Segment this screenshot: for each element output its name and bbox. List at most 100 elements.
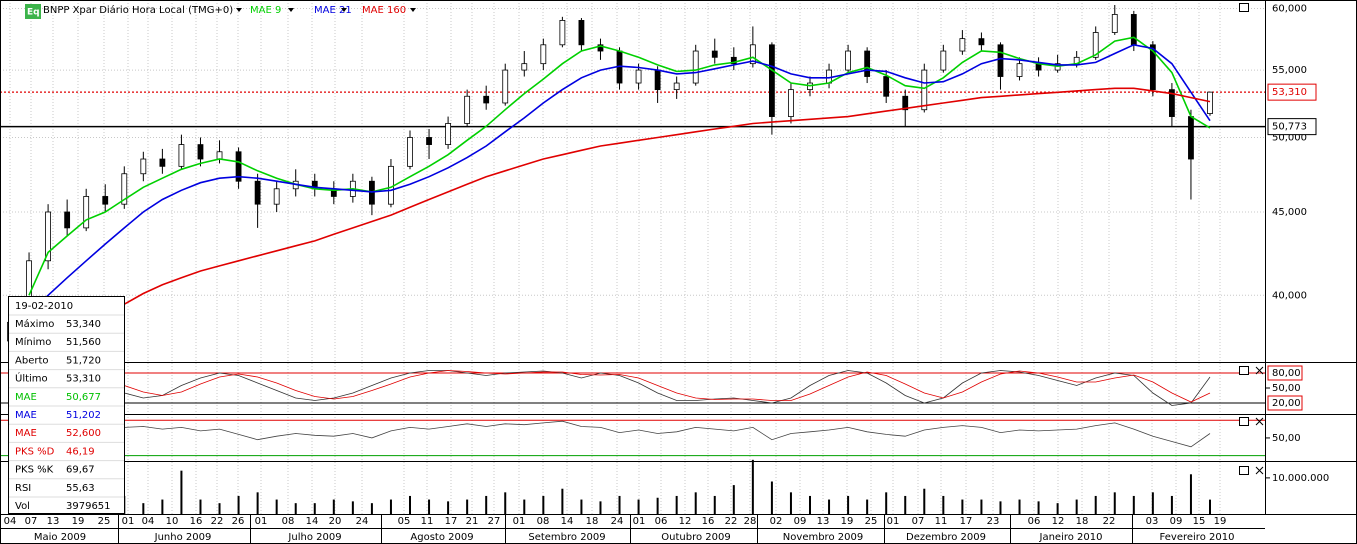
- x-tick-label: 26: [232, 516, 245, 527]
- candle-body: [407, 137, 413, 167]
- info-date: 19-02-2010: [15, 301, 73, 312]
- candle-body: [826, 69, 832, 84]
- chart-title: BNPP Xpar Diário Hora Local (TMG+0): [43, 4, 233, 16]
- y-tick-label: 50,000: [1272, 132, 1307, 143]
- month-label: Junho 2009: [154, 532, 212, 543]
- volume-bar: [180, 470, 183, 514]
- info-value: 51,202: [66, 410, 101, 421]
- legend-entry: MAE 21: [314, 5, 352, 16]
- candle-body: [997, 44, 1004, 77]
- volume-bar: [885, 492, 888, 514]
- volume-bar: [1209, 499, 1211, 514]
- volume-bar: [866, 499, 869, 514]
- x-tick-label: 22: [211, 516, 224, 527]
- volume-bar: [294, 503, 297, 514]
- x-tick-label: 04: [4, 516, 17, 527]
- x-tick-label: 14: [561, 516, 574, 527]
- volume-bar: [770, 481, 773, 514]
- volume-bar: [142, 503, 145, 514]
- x-tick-label: 20: [329, 516, 342, 527]
- x-tick-label: 14: [306, 516, 319, 527]
- candle-body: [673, 82, 680, 91]
- month-label: Fevereiro 2010: [1160, 532, 1235, 543]
- volume-bar: [256, 492, 259, 514]
- volume-bar: [428, 499, 431, 514]
- level-label: 20,00: [1272, 398, 1301, 409]
- volume-bar: [1113, 492, 1116, 514]
- maximize-button[interactable]: [1239, 366, 1249, 375]
- candle-body: [769, 44, 775, 117]
- series-line: [28, 36, 1211, 296]
- info-value: 51,720: [66, 355, 101, 366]
- maximize-button[interactable]: [1239, 417, 1249, 426]
- volume-bar: [1075, 499, 1078, 514]
- y-tick-label: 60,000: [1272, 4, 1307, 15]
- volume-bar: [523, 499, 526, 514]
- volume-bar: [542, 495, 545, 514]
- month-label: Janeiro 2010: [1039, 532, 1103, 543]
- x-tick-label: 01: [887, 516, 900, 527]
- volume-bar: [980, 499, 983, 514]
- x-tick-label: 19: [1214, 516, 1227, 527]
- volume-bar: [599, 501, 602, 514]
- maximize-button[interactable]: [1239, 3, 1249, 12]
- volume-bar: [561, 488, 564, 514]
- eq-icon-label: Eq: [27, 8, 40, 18]
- close-button[interactable]: [1255, 366, 1264, 475]
- legend-entry: MAE 9: [250, 5, 281, 16]
- volume-bar: [485, 495, 488, 514]
- candle-body: [159, 158, 166, 167]
- candle-body: [102, 196, 109, 205]
- dropdown-arrow: [288, 8, 294, 12]
- x-tick-label: 22: [725, 516, 738, 527]
- series-line: [9, 370, 1211, 403]
- price-label-box: [1267, 118, 1317, 136]
- price-label: 50,773: [1272, 122, 1307, 133]
- x-tick-label: 01: [633, 516, 646, 527]
- volume-bar: [656, 497, 659, 514]
- candle-body: [730, 56, 737, 65]
- eq-icon: [25, 4, 41, 19]
- panel-buttons[interactable]: [1239, 3, 1264, 475]
- candle-body: [959, 38, 966, 52]
- x-tick-label: 23: [987, 516, 1000, 527]
- x-tick-label: 28: [744, 516, 757, 527]
- dropdown-arrow: [341, 8, 347, 12]
- candle-body: [235, 151, 242, 182]
- volume-bar: [389, 499, 392, 514]
- candle-body: [483, 95, 490, 104]
- candle-body: [1149, 44, 1156, 91]
- month-label: Maio 2009: [34, 532, 86, 543]
- volume-bar: [275, 499, 278, 514]
- candle-body: [388, 165, 394, 205]
- volume-bar: [161, 499, 164, 514]
- info-value: 53,310: [66, 374, 101, 385]
- x-tick-label: 18: [1076, 516, 1089, 527]
- volume-bar: [732, 485, 735, 514]
- month-label: Setembro 2009: [528, 532, 605, 543]
- price-label-box: [1267, 83, 1317, 101]
- info-label: PKS %K: [15, 465, 54, 476]
- x-tick-label: 22: [1103, 516, 1116, 527]
- volume-bar: [1151, 492, 1154, 514]
- volume-bar: [694, 492, 697, 514]
- volume-bar: [370, 503, 373, 514]
- candle-body: [749, 44, 756, 65]
- volume-bar: [1170, 495, 1173, 514]
- series-line: [9, 43, 1211, 333]
- candle-body: [178, 144, 185, 167]
- y-tick-label: 50,00: [1272, 433, 1301, 444]
- volume-bar: [1018, 499, 1021, 514]
- candle-body: [902, 95, 909, 111]
- x-tick-label: 09: [1170, 516, 1183, 527]
- info-value: 55,63: [66, 483, 95, 494]
- maximize-button[interactable]: [1239, 466, 1249, 475]
- volume-bar: [961, 499, 964, 514]
- series-line: [9, 370, 1211, 406]
- x-tick-label: 16: [702, 516, 715, 527]
- volume-bar: [447, 501, 450, 514]
- info-label: PKS %D: [15, 446, 55, 457]
- candle-body: [635, 69, 642, 84]
